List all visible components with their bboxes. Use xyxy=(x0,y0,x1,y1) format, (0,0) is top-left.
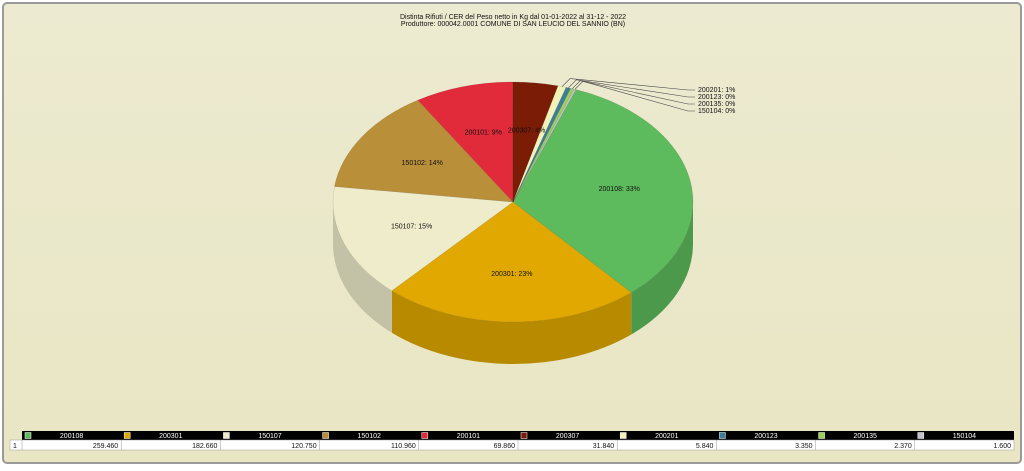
legend-label: 200101 xyxy=(457,433,480,440)
leader-line xyxy=(568,79,695,98)
table-value: 2.370 xyxy=(894,443,912,450)
table-header-bg xyxy=(22,431,1014,440)
legend-swatch xyxy=(520,432,528,439)
leader-line xyxy=(574,80,695,112)
slice-side xyxy=(391,290,632,364)
table-value: 120.750 xyxy=(291,443,316,450)
legend-label: 200123 xyxy=(754,433,777,440)
legend-label: 150102 xyxy=(358,433,381,440)
table-value: 182.660 xyxy=(192,443,217,450)
table-value: 3.350 xyxy=(795,443,813,450)
slice-side xyxy=(631,202,693,335)
slice-label: 200307: 4% xyxy=(508,127,545,134)
table-value: 5.840 xyxy=(696,443,714,450)
legend-swatch xyxy=(123,432,131,439)
table-row-bg xyxy=(9,439,1015,451)
slice xyxy=(512,81,559,203)
slice xyxy=(512,89,694,293)
slice-label: 150102: 14% xyxy=(402,160,443,167)
table-value: 31.840 xyxy=(593,443,615,450)
slice-label: 200123: 0% xyxy=(698,94,735,101)
slice-label: 150104: 0% xyxy=(698,108,735,115)
leader-line xyxy=(572,80,695,105)
slice xyxy=(332,186,514,292)
slice xyxy=(512,85,567,203)
slice xyxy=(391,201,632,323)
slice-label: 200301: 23% xyxy=(491,271,532,278)
slice-side xyxy=(333,202,392,333)
slice xyxy=(334,99,514,203)
table-value: 1.600 xyxy=(993,443,1011,450)
legend-label: 200301 xyxy=(159,433,182,440)
legend-label: 150107 xyxy=(258,433,281,440)
table-value: 69.860 xyxy=(494,443,516,450)
legend-swatch xyxy=(818,432,825,439)
leader-line xyxy=(561,78,695,91)
row-label: 1 xyxy=(13,443,17,450)
legend-swatch xyxy=(223,432,230,439)
slice-label: 200135: 0% xyxy=(698,101,735,108)
chart-subtitle: Produttore: 000042.0001 COMUNE DI SAN LE… xyxy=(401,21,625,28)
legend-swatch xyxy=(421,432,429,439)
legend-label: 200135 xyxy=(854,433,877,440)
table-value: 110.960 xyxy=(391,443,416,450)
legend-swatch xyxy=(322,432,329,439)
legend-swatch xyxy=(917,432,925,439)
legend-swatch xyxy=(24,432,32,439)
slice-label: 200108: 33% xyxy=(599,186,640,193)
legend-label: 200307 xyxy=(556,433,579,440)
slice-label: 200101: 9% xyxy=(465,130,502,137)
slice xyxy=(417,81,514,203)
slice-label: 200201: 1% xyxy=(698,87,735,94)
slice-label: 150107: 15% xyxy=(391,224,432,231)
chart-title: Distinta Rifiuti / CER del Peso netto in… xyxy=(400,14,626,21)
legend-label: 200108 xyxy=(60,433,83,440)
table-value: 259.460 xyxy=(93,443,118,450)
legend-swatch xyxy=(719,432,726,439)
slice xyxy=(512,88,577,203)
legend-label: 150104 xyxy=(953,433,976,440)
slice xyxy=(512,88,575,203)
legend-swatch xyxy=(619,432,627,439)
legend-label: 200201 xyxy=(655,433,678,440)
